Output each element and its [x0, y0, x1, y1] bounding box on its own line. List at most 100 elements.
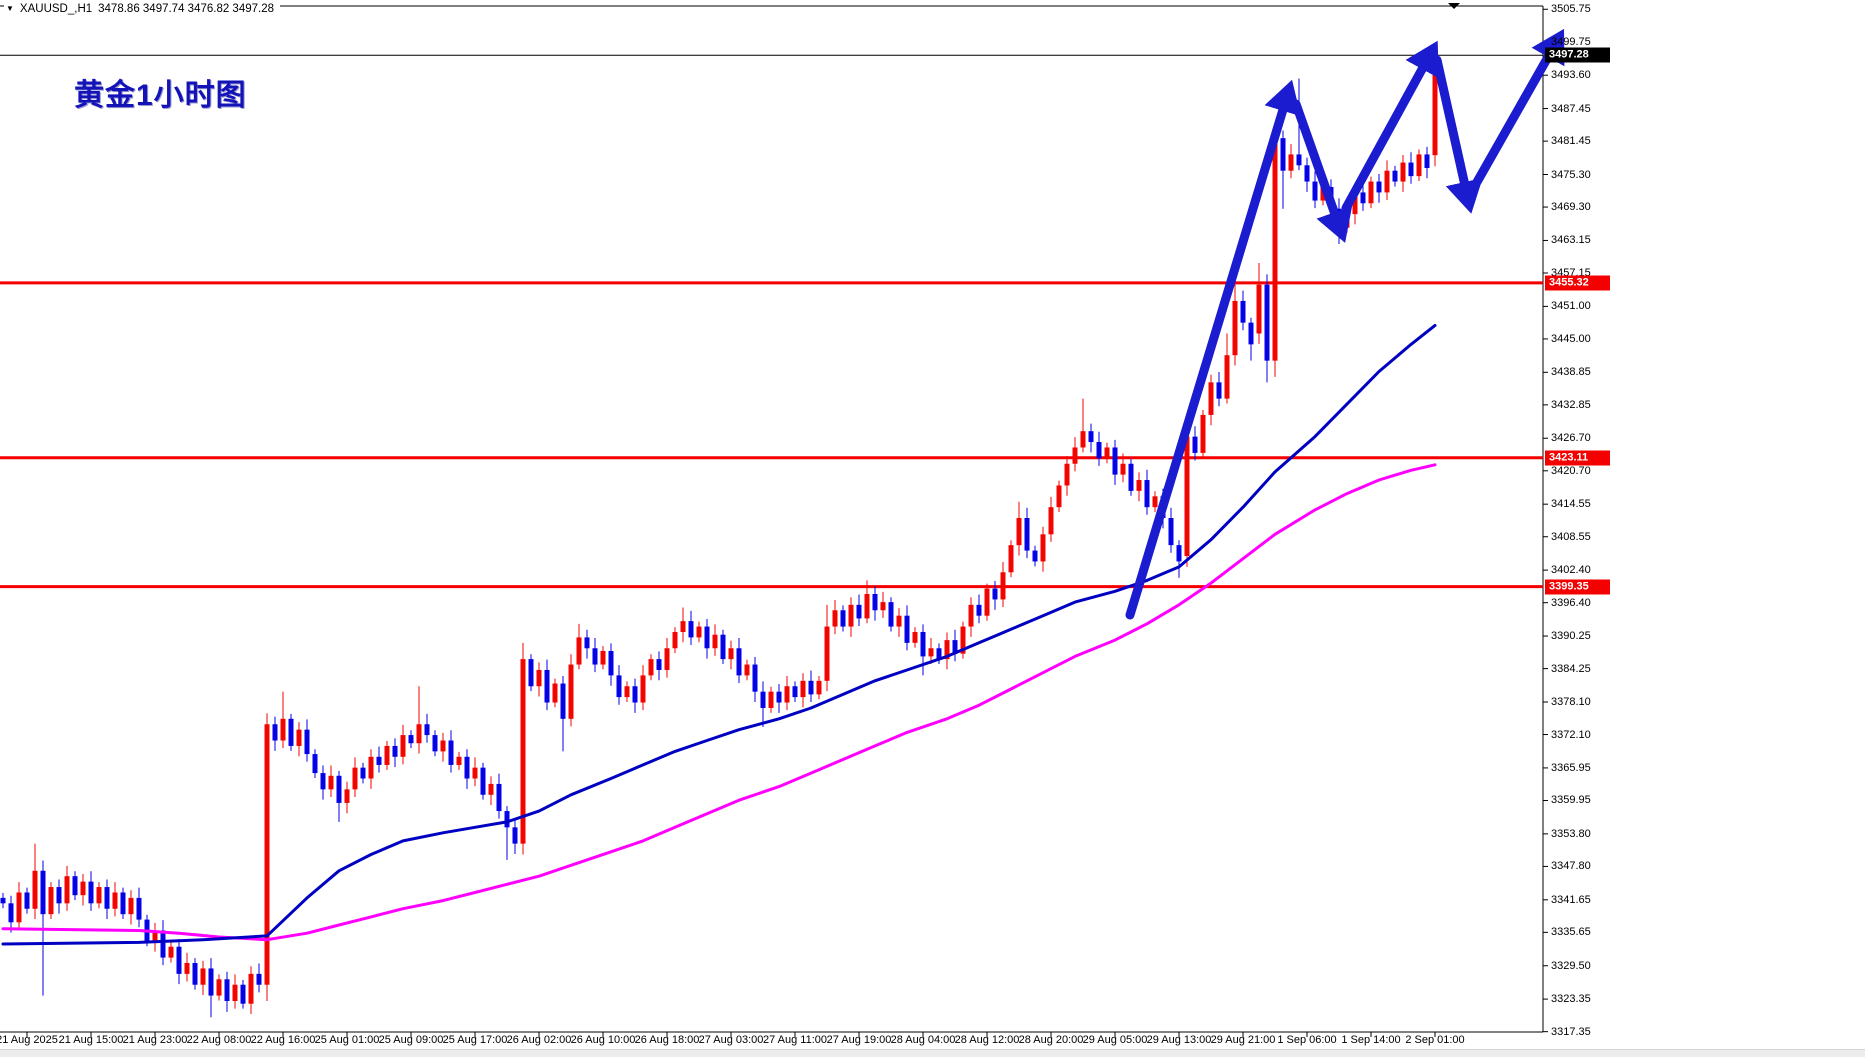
- candle: [1144, 469, 1150, 515]
- candle: [744, 659, 750, 681]
- candle: [1232, 279, 1238, 366]
- candle: [952, 629, 958, 662]
- price-tick-label: 3438.85: [1551, 366, 1591, 379]
- candle: [800, 673, 806, 708]
- candle: [1408, 152, 1414, 184]
- candle: [1088, 423, 1094, 453]
- trend-arrow[interactable]: [1341, 40, 1439, 213]
- price-tick-label: 3390.25: [1551, 630, 1591, 643]
- candle: [736, 637, 742, 683]
- candle: [808, 670, 814, 702]
- candle: [1128, 458, 1134, 496]
- time-tick-label: 28 Aug 04:00: [890, 1034, 956, 1046]
- price-tick-label: 3487.45: [1551, 102, 1591, 115]
- candle: [0, 893, 6, 909]
- chart-shift-marker-icon[interactable]: [1448, 3, 1460, 9]
- price-tick-label: 3469.30: [1551, 201, 1591, 214]
- candle: [16, 882, 22, 930]
- candle: [520, 642, 526, 855]
- price-tick-label: 3317.35: [1551, 1025, 1591, 1038]
- candle: [432, 730, 438, 757]
- time-tick-label: 21 Aug 23:00: [122, 1034, 188, 1046]
- candle: [728, 640, 734, 670]
- candle: [192, 958, 198, 990]
- candle: [88, 871, 94, 911]
- candle: [112, 882, 118, 917]
- time-tick-label: 1 Sep 14:00: [1341, 1034, 1401, 1046]
- candle: [712, 624, 718, 656]
- candle: [1000, 561, 1006, 608]
- trend-arrow[interactable]: [1125, 79, 1301, 620]
- candle: [1224, 333, 1230, 404]
- candle: [312, 749, 318, 778]
- candle: [992, 580, 998, 610]
- candle: [1008, 540, 1014, 578]
- candle: [32, 843, 38, 920]
- candle: [920, 624, 926, 676]
- candle: [352, 757, 358, 797]
- candle: [480, 762, 486, 800]
- candle: [1136, 472, 1142, 502]
- time-tick-label: 22 Aug 08:00: [186, 1034, 252, 1046]
- symbol-collapse-icon[interactable]: ▼: [6, 4, 14, 13]
- price-tick-label: 3426.70: [1551, 432, 1591, 445]
- chart-canvas[interactable]: [0, 0, 1620, 1048]
- trend-arrow[interactable]: [1472, 28, 1565, 187]
- trend-arrow[interactable]: [1291, 99, 1353, 243]
- candle: [200, 960, 206, 996]
- candle: [120, 887, 126, 920]
- candle: [96, 882, 102, 909]
- price-tick-label: 3414.55: [1551, 498, 1591, 511]
- price-tick-label: 3475.30: [1551, 168, 1591, 181]
- candle: [888, 597, 894, 632]
- price-tick-label: 3463.15: [1551, 234, 1591, 247]
- candle: [752, 656, 758, 702]
- candle: [1080, 398, 1086, 453]
- candle: [216, 974, 222, 1001]
- price-tick-label: 3353.80: [1551, 827, 1591, 840]
- candle: [944, 632, 950, 670]
- candle: [1368, 176, 1374, 209]
- candle: [904, 605, 910, 651]
- candle: [680, 607, 686, 643]
- candle: [776, 684, 782, 713]
- candle: [528, 654, 534, 692]
- price-tick-label: 3335.65: [1551, 926, 1591, 939]
- time-tick-label: 25 Aug 09:00: [378, 1034, 444, 1046]
- candle: [1304, 157, 1310, 192]
- candle: [504, 806, 510, 860]
- candle: [1208, 374, 1214, 426]
- candle: [1152, 491, 1158, 513]
- price-tick-label: 3365.95: [1551, 761, 1591, 774]
- candle: [240, 979, 246, 1009]
- candle: [184, 952, 190, 982]
- candle: [864, 580, 870, 624]
- candle: [1280, 130, 1286, 209]
- time-tick-label: 29 Aug 13:00: [1146, 1034, 1212, 1046]
- candle: [1184, 420, 1190, 567]
- candle: [1392, 165, 1398, 187]
- trend-arrow[interactable]: [1432, 55, 1483, 214]
- candle: [928, 637, 934, 664]
- candle: [872, 586, 878, 621]
- window-footer-strip: [0, 1049, 1865, 1057]
- candle: [768, 686, 774, 713]
- current-price-tag: 3497.28: [1545, 47, 1610, 63]
- time-tick-label: 2 Sep 01:00: [1405, 1034, 1465, 1046]
- candle: [400, 724, 406, 765]
- candle: [1048, 496, 1054, 542]
- candle: [880, 591, 886, 618]
- price-tick-label: 3505.75: [1551, 3, 1591, 16]
- price-tick-label: 3402.40: [1551, 564, 1591, 577]
- candle: [8, 895, 14, 933]
- time-tick-label: 1 Sep 06:00: [1277, 1034, 1337, 1046]
- candle: [136, 887, 142, 928]
- ma-fast-line: [1, 323, 1437, 946]
- candle: [696, 621, 702, 643]
- candle: [1112, 439, 1118, 485]
- candle: [224, 971, 230, 1012]
- candle: [640, 665, 646, 711]
- candle: [1344, 209, 1350, 233]
- candle: [1064, 456, 1070, 496]
- candle: [1400, 154, 1406, 192]
